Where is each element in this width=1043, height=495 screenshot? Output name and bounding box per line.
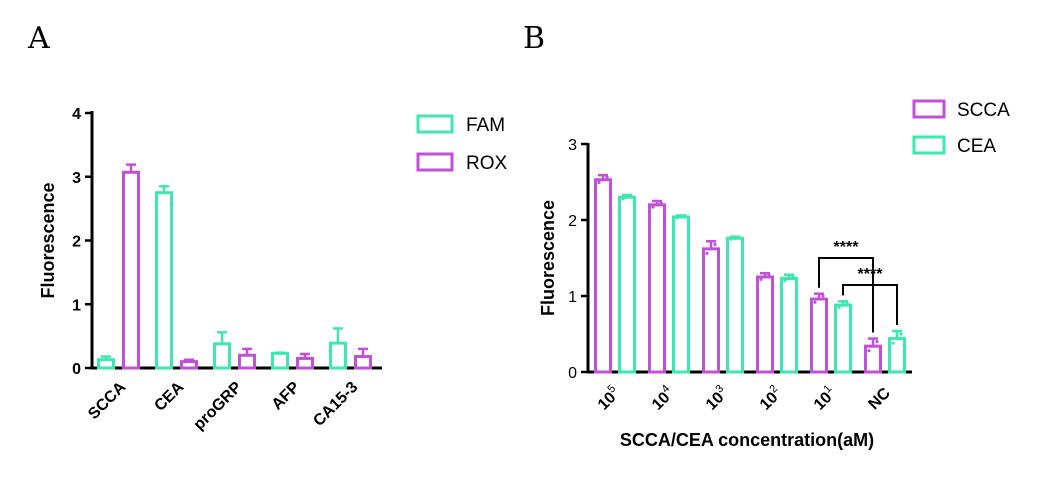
- panel-a-legend-swatch: [416, 152, 454, 172]
- panel-b-category-label: 104: [647, 383, 678, 414]
- panel-b-bar: [756, 275, 774, 374]
- panel-b-data-point: [845, 301, 849, 305]
- panel-b-data-point: [605, 175, 609, 179]
- panel-a-bar: [213, 342, 231, 370]
- panel-b-y-tick-label: 0: [568, 365, 577, 382]
- panel-b-data-point: [895, 336, 899, 341]
- panel-a-bar: [296, 356, 314, 370]
- panel-b-data-point: [679, 215, 683, 219]
- panel-b-data-point: [763, 275, 767, 279]
- panel-b-bar: [594, 178, 612, 374]
- panel-b-category-base: NC: [865, 384, 894, 413]
- panel-b-y-tick-label: 3: [568, 137, 577, 154]
- panel-b-legend-label: CEA: [957, 136, 996, 157]
- panel-b-data-point: [813, 300, 817, 304]
- panel-b-category-label: 101: [809, 383, 840, 414]
- panel-b-data-point: [791, 274, 795, 278]
- panel-a-y-tick-label: 0: [72, 361, 81, 378]
- panel-b-letter: B: [523, 21, 545, 56]
- panel-b-data-point: [841, 303, 845, 307]
- panel-b-significance-label: ****: [834, 239, 860, 256]
- panel-a-y-tick-label: 1: [72, 297, 81, 314]
- panel-a-bar: [271, 351, 289, 370]
- panel-b-category-label: NC: [865, 384, 894, 413]
- panel-b-legend-label: SCCA: [957, 100, 1010, 121]
- panel-b-category-label: 103: [701, 383, 732, 414]
- panel-b-category-label: 102: [755, 383, 786, 414]
- panel-b-data-point: [709, 247, 713, 251]
- panel-b-bar: [618, 195, 636, 374]
- panel-a-bar: [155, 191, 173, 370]
- panel-b-legend-swatch: [912, 135, 946, 155]
- panel-b-data-point: [875, 340, 879, 344]
- panel-a-bar: [329, 341, 347, 370]
- panel-b-bar: [834, 303, 852, 374]
- panel-b-bar: [726, 236, 744, 374]
- panel-b-y-axis-title: Fluorescence: [538, 200, 558, 316]
- panel-b-data-point: [651, 205, 655, 209]
- panel-b-data-point: [767, 273, 771, 277]
- panel-b-significance-bracket: [818, 257, 874, 333]
- panel-a-category-label: proGRP: [191, 379, 246, 434]
- panel-b-data-point: [683, 214, 687, 218]
- panel-b-bar: [648, 203, 666, 374]
- panel-b-y-tick-label: 2: [568, 213, 577, 230]
- panel-b-y-tick-label: 1: [568, 289, 577, 306]
- panel-b-x-axis-title: SCCA/CEA concentration(aM): [620, 430, 874, 450]
- panel-b-data-point: [659, 200, 663, 205]
- panel-b-bar: [672, 215, 690, 374]
- panel-a-category-label: CA15-3: [310, 379, 361, 430]
- panel-b-bar: [780, 277, 798, 374]
- panel-b-bar: [810, 297, 828, 374]
- panel-a-y-tick-label: 2: [72, 234, 81, 251]
- panel-b-data-point: [837, 305, 841, 309]
- panel-b-data-point: [891, 341, 895, 345]
- panel-a-y-axis-title: Fluorescence: [38, 182, 58, 298]
- panel-b-data-point: [625, 195, 629, 199]
- panel-b-chart: 0 1 2 3 Fluorescence SCCA/CEA concentration(a…: [538, 99, 1010, 450]
- panel-b-data-point: [729, 237, 733, 241]
- panel-a-legend-label: ROX: [466, 153, 508, 174]
- panel-b-data-point: [629, 194, 633, 198]
- panel-b-data-point: [737, 235, 741, 239]
- panel-a-bar: [97, 358, 115, 370]
- panel-a-category-label: AFP: [269, 379, 304, 414]
- panel-b-data-point: [713, 242, 717, 246]
- panel-b-data-point: [655, 203, 659, 207]
- panel-b-data-point: [821, 294, 825, 298]
- panel-b-data-point: [759, 277, 763, 281]
- panel-b-significance-bracket: [842, 284, 898, 325]
- panel-a-bar: [354, 355, 372, 370]
- panel-b-category-label: 105: [593, 383, 624, 414]
- panel-a-category-label: CEA: [151, 378, 187, 414]
- panel-a-letter: A: [27, 21, 50, 56]
- panel-b-data-point: [817, 297, 821, 301]
- panel-b-data-point: [867, 349, 871, 353]
- panel-b-data-point: [899, 332, 903, 336]
- panel-b-data-point: [675, 216, 679, 220]
- panel-a-category-label: SCCA: [85, 378, 129, 422]
- panel-b-data-point: [621, 196, 625, 201]
- panel-b-data-point: [733, 236, 737, 240]
- panel-b-data-point: [597, 180, 601, 185]
- panel-b-data-point: [787, 276, 791, 281]
- panel-b-bar: [702, 247, 720, 374]
- panel-b-data-point: [783, 279, 787, 283]
- panel-a-bar: [180, 360, 198, 370]
- panel-b-data-point: [705, 251, 709, 256]
- panel-a-chart: 0 1 2 3 4 Fluorescence SCCA CEA proGRP AFP CA15-3 F…: [38, 106, 508, 434]
- panel-b-significance-label: ****: [858, 266, 884, 283]
- panel-a-legend-label: FAM: [466, 115, 505, 136]
- panel-a-legend-swatch: [416, 114, 454, 134]
- panel-a-y-tick-label: 3: [72, 170, 81, 187]
- panel-b-legend-swatch: [912, 99, 946, 119]
- panel-a-y-tick-label: 4: [72, 106, 81, 123]
- panel-b-data-point: [871, 344, 875, 348]
- panel-a-bar: [238, 353, 256, 370]
- panel-b-data-point: [601, 178, 605, 182]
- panel-a-bar: [122, 170, 140, 370]
